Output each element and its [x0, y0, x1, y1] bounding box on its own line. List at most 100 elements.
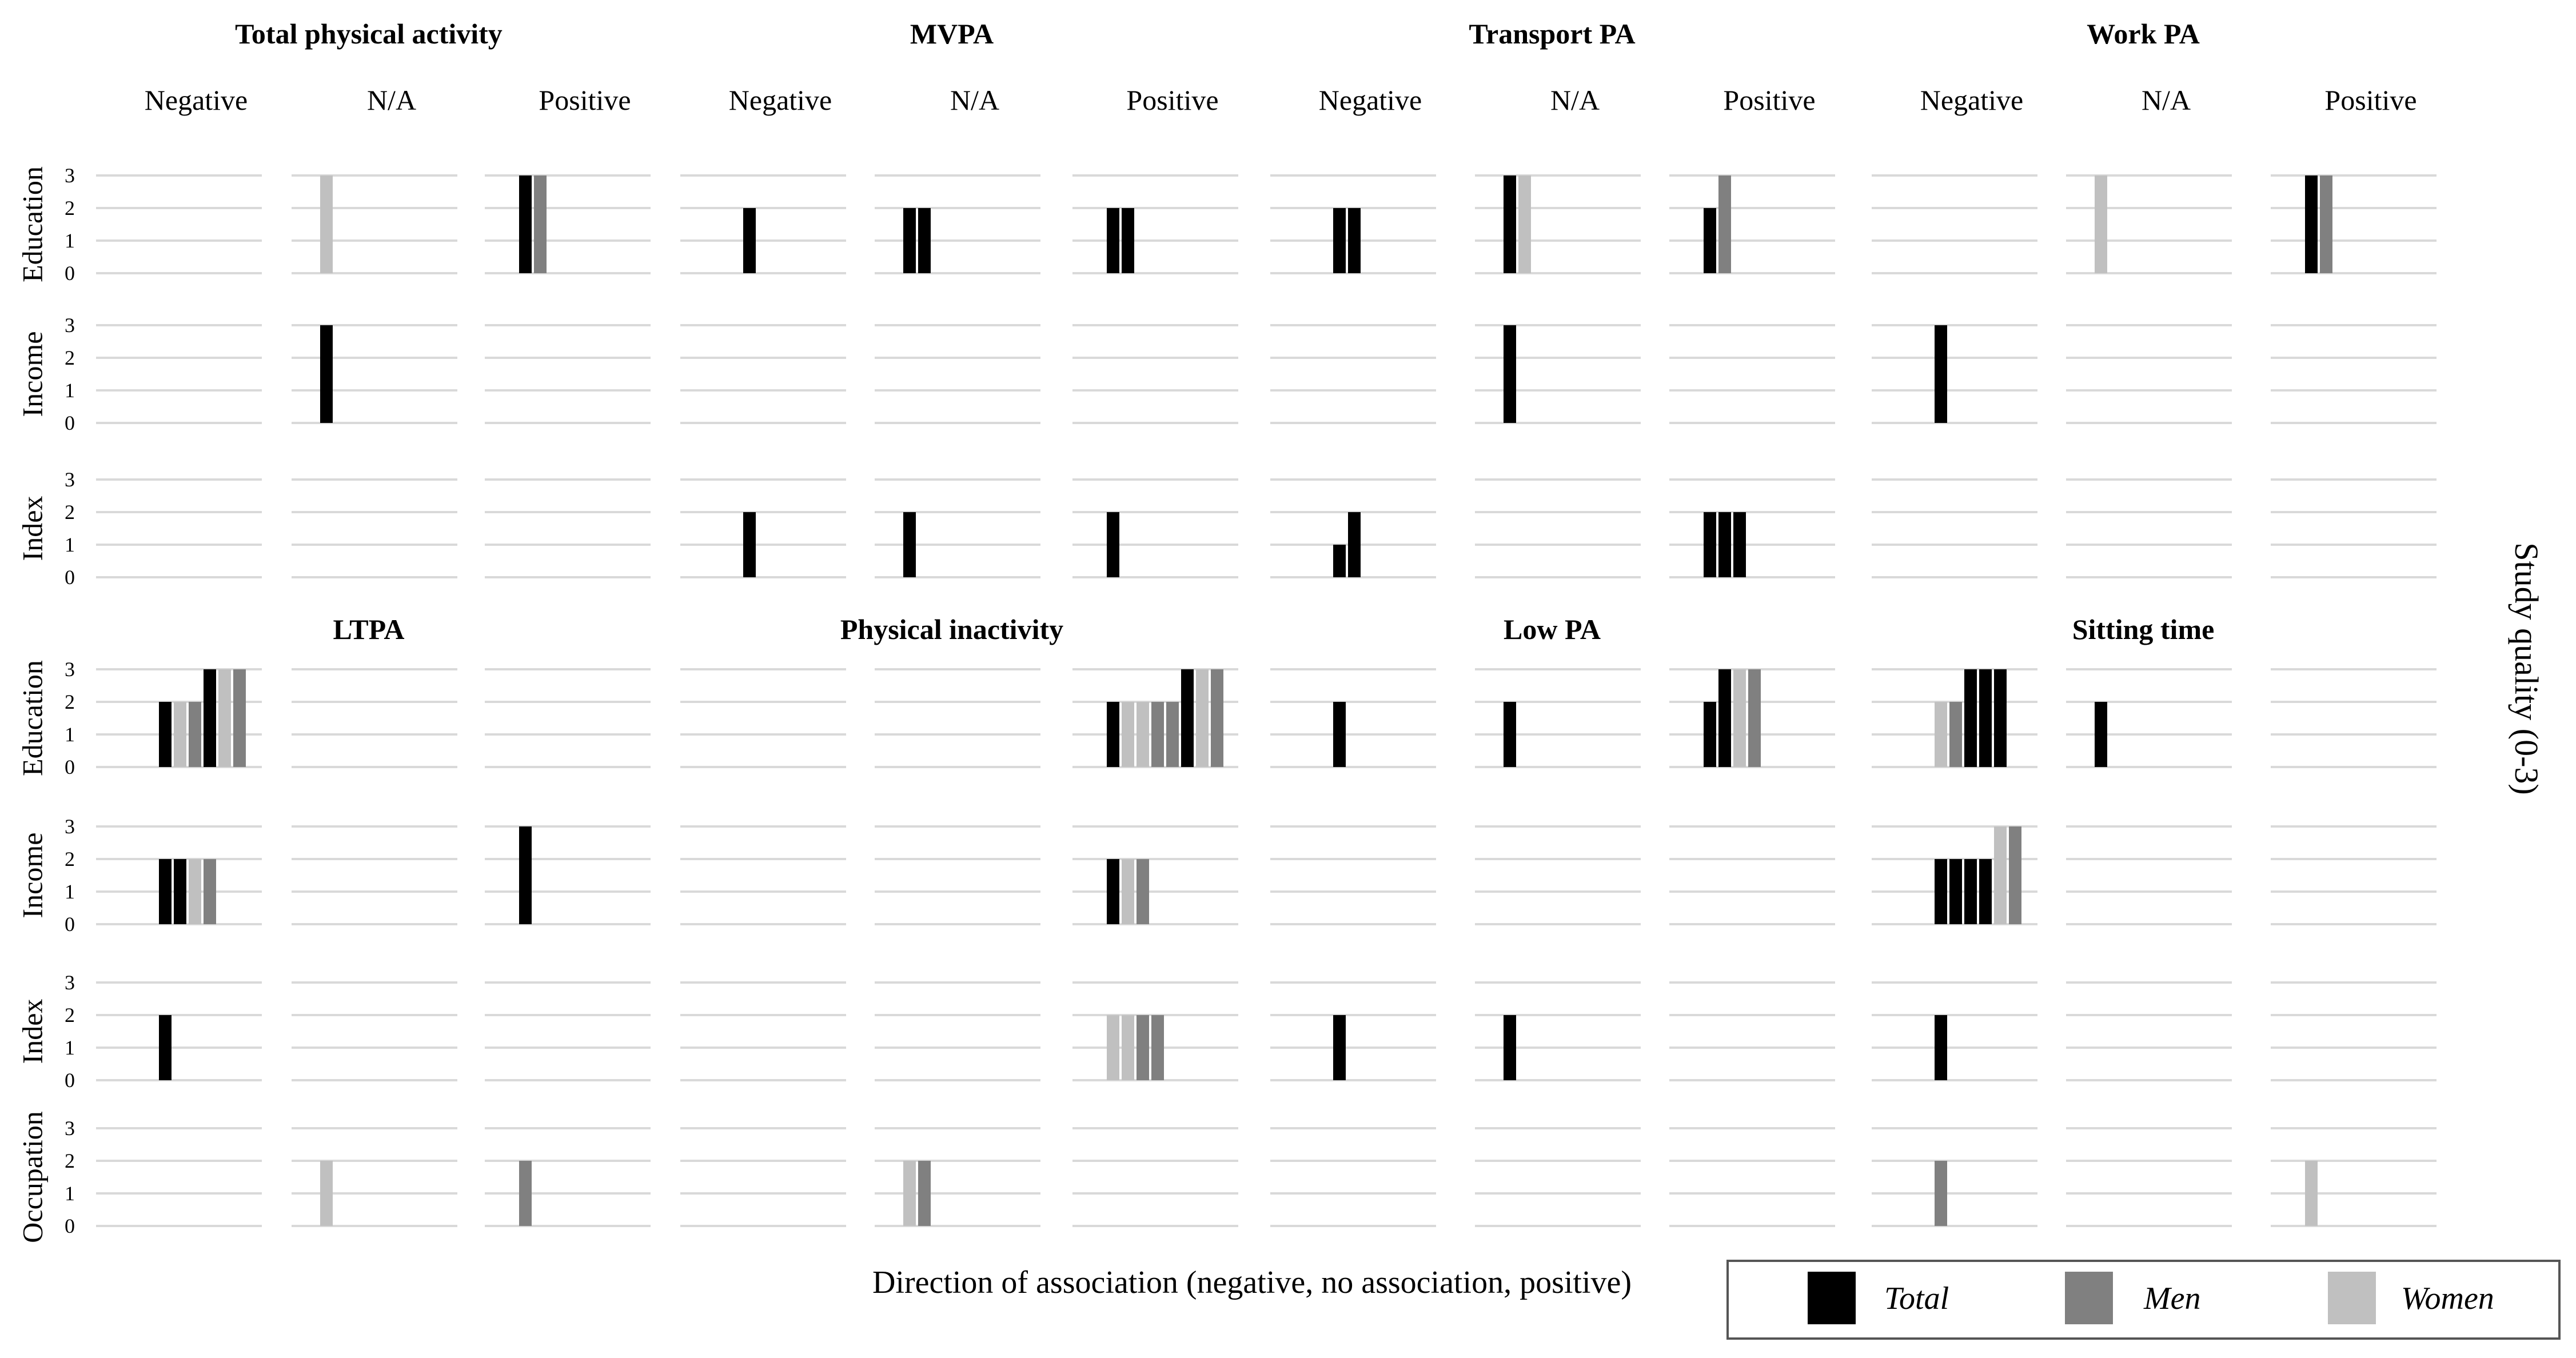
bar	[1704, 512, 1716, 577]
bar	[1718, 175, 1731, 273]
direction-label: Positive	[1723, 84, 1815, 116]
bar	[743, 208, 756, 273]
direction-label: N/A	[950, 84, 999, 116]
direction-label: Positive	[539, 84, 631, 116]
bar	[174, 702, 186, 767]
bar	[320, 1161, 333, 1226]
bar	[1964, 859, 1977, 924]
bar	[1949, 859, 1962, 924]
y-tick-label: 2	[65, 1004, 75, 1027]
bar	[1107, 702, 1119, 767]
bar	[1979, 859, 1992, 924]
bar	[159, 702, 172, 767]
panel-title: Work PA	[2087, 18, 2200, 50]
panel-title: Total physical activity	[235, 18, 503, 50]
y-tick-label: 3	[65, 815, 75, 838]
y-tick-label: 3	[65, 164, 75, 187]
bar	[174, 859, 186, 924]
bar	[1211, 669, 1223, 767]
y-tick-label: 0	[65, 913, 75, 936]
labels: Total physical activity Negative N/A Positi…	[16, 18, 2417, 1243]
x-axis-label: Direction of association (negative, no a…	[872, 1265, 1632, 1300]
bar	[204, 669, 216, 767]
bar	[1181, 669, 1194, 767]
panel-title: Low PA	[1504, 613, 1601, 645]
bar	[1151, 1015, 1164, 1080]
bar	[1935, 1161, 1947, 1226]
y-tick-label: 2	[65, 197, 75, 219]
panel-title: Sitting time	[2072, 613, 2215, 645]
y-tick-label: 2	[65, 690, 75, 713]
panel-title: LTPA	[333, 613, 404, 645]
bar	[189, 859, 201, 924]
bar	[320, 175, 333, 273]
bar	[1107, 859, 1119, 924]
y-tick-label: 1	[65, 1182, 75, 1205]
legend-label-men: Men	[2143, 1281, 2201, 1316]
y-tick-label: 3	[65, 468, 75, 491]
bar	[2305, 175, 2318, 273]
bar	[1107, 1015, 1119, 1080]
direction-label: N/A	[2142, 84, 2191, 116]
bar	[1518, 175, 1531, 273]
y-tick-label: 0	[65, 756, 75, 778]
y-tick-label: 0	[65, 1069, 75, 1092]
bars	[159, 175, 2332, 1226]
y-tick-label: 3	[65, 1117, 75, 1140]
bar	[1504, 325, 1516, 423]
direction-label: Positive	[2324, 84, 2417, 116]
bar	[534, 175, 547, 273]
panel-title: MVPA	[910, 18, 994, 50]
row-label: Education	[16, 166, 48, 282]
bar	[1333, 702, 1346, 767]
bar	[903, 208, 916, 273]
y-tick-label: 2	[65, 501, 75, 524]
bar	[1504, 1015, 1516, 1080]
bar	[1979, 669, 1992, 767]
direction-label: Negative	[1319, 84, 1422, 116]
legend-swatch-total	[1808, 1272, 1856, 1324]
direction-label: Negative	[729, 84, 832, 116]
bar	[2305, 1161, 2318, 1226]
y-tick-label: 2	[65, 1149, 75, 1172]
bar	[320, 325, 333, 423]
y-tick-label: 3	[65, 658, 75, 681]
bar	[1718, 512, 1731, 577]
y-tick-label: 0	[65, 1215, 75, 1237]
bar	[1122, 859, 1134, 924]
bar	[903, 1161, 916, 1226]
bar	[1333, 208, 1346, 273]
bar	[1704, 702, 1716, 767]
bar	[1935, 325, 1947, 423]
legend-swatch-men	[2065, 1272, 2113, 1324]
y-tick-label: 1	[65, 723, 75, 746]
bar	[1994, 826, 2007, 924]
bar	[1348, 512, 1361, 577]
bar	[743, 512, 756, 577]
legend-swatch-women	[2328, 1272, 2376, 1324]
bar	[1949, 702, 1962, 767]
bar	[1718, 669, 1731, 767]
y-tick-label: 0	[65, 262, 75, 285]
row-label: Index	[16, 999, 48, 1064]
legend-label-women: Women	[2401, 1281, 2494, 1316]
bar	[1333, 1015, 1346, 1080]
bar	[1137, 1015, 1149, 1080]
bar	[1333, 545, 1346, 577]
bar	[1196, 669, 1209, 767]
y-tick-label: 3	[65, 314, 75, 337]
bar	[159, 859, 172, 924]
bar	[1122, 1015, 1134, 1080]
bar	[1935, 1015, 1947, 1080]
bar	[1748, 669, 1761, 767]
gridlines	[96, 174, 2437, 1227]
bar	[2095, 702, 2107, 767]
y-tick-label: 3	[65, 971, 75, 994]
row-label: Education	[16, 660, 48, 776]
bar	[918, 208, 931, 273]
bar	[1107, 512, 1119, 577]
bar	[1504, 702, 1516, 767]
bar	[519, 826, 532, 924]
row-label: Occupation	[16, 1111, 48, 1243]
